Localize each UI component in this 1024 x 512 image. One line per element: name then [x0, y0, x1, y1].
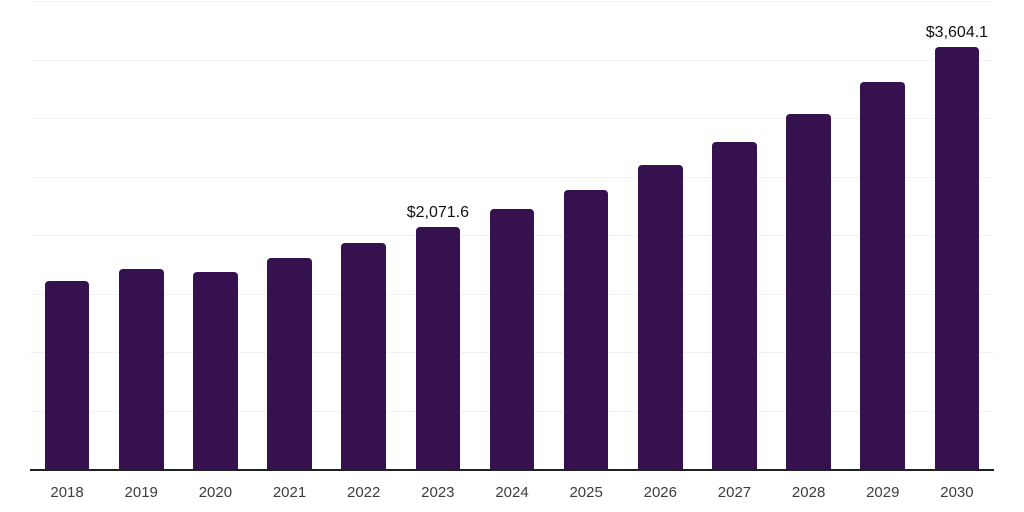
x-tick-label-2018: 2018: [50, 484, 84, 501]
x-tick-label-2030: 2030: [940, 484, 974, 501]
bar-2018: [44, 280, 90, 469]
bar-2027: [712, 142, 757, 469]
bar-2024: [489, 208, 535, 469]
bar-2025: [563, 189, 609, 469]
x-tick-label-2021: 2021: [272, 484, 307, 501]
bar-2023: [415, 226, 461, 469]
bar-2021: [267, 258, 312, 469]
gridline: [30, 1, 994, 2]
bar-2029: [860, 81, 906, 469]
bar-2030: [934, 47, 980, 469]
x-tick-label-2029: 2029: [866, 484, 900, 501]
x-tick-label-2022: 2022: [347, 484, 381, 501]
bar-2028: [786, 114, 831, 469]
x-axis-line: [30, 469, 994, 471]
bar-value-label-2023: $2,071.6: [406, 203, 469, 221]
x-tick-label-2028: 2028: [791, 484, 826, 501]
gridline: [30, 118, 994, 119]
bar-2026: [638, 165, 683, 469]
x-tick-label-2023: 2023: [421, 484, 455, 501]
x-tick-label-2026: 2026: [643, 484, 677, 501]
gridline: [30, 59, 994, 61]
bar-2020: [193, 271, 238, 469]
bar-2022: [341, 242, 386, 469]
bar-value-label-2030: $3,604.1: [925, 24, 989, 42]
x-tick-label-2025: 2025: [569, 484, 603, 501]
x-tick-label-2027: 2027: [717, 484, 752, 501]
x-tick-label-2019: 2019: [124, 484, 158, 501]
plot-area: $2,071.6 $3,604.1: [30, 1, 994, 471]
gridline: [30, 176, 994, 178]
bar-2019: [118, 268, 164, 469]
x-tick-label-2020: 2020: [198, 484, 233, 501]
x-tick-label-2024: 2024: [495, 484, 529, 501]
